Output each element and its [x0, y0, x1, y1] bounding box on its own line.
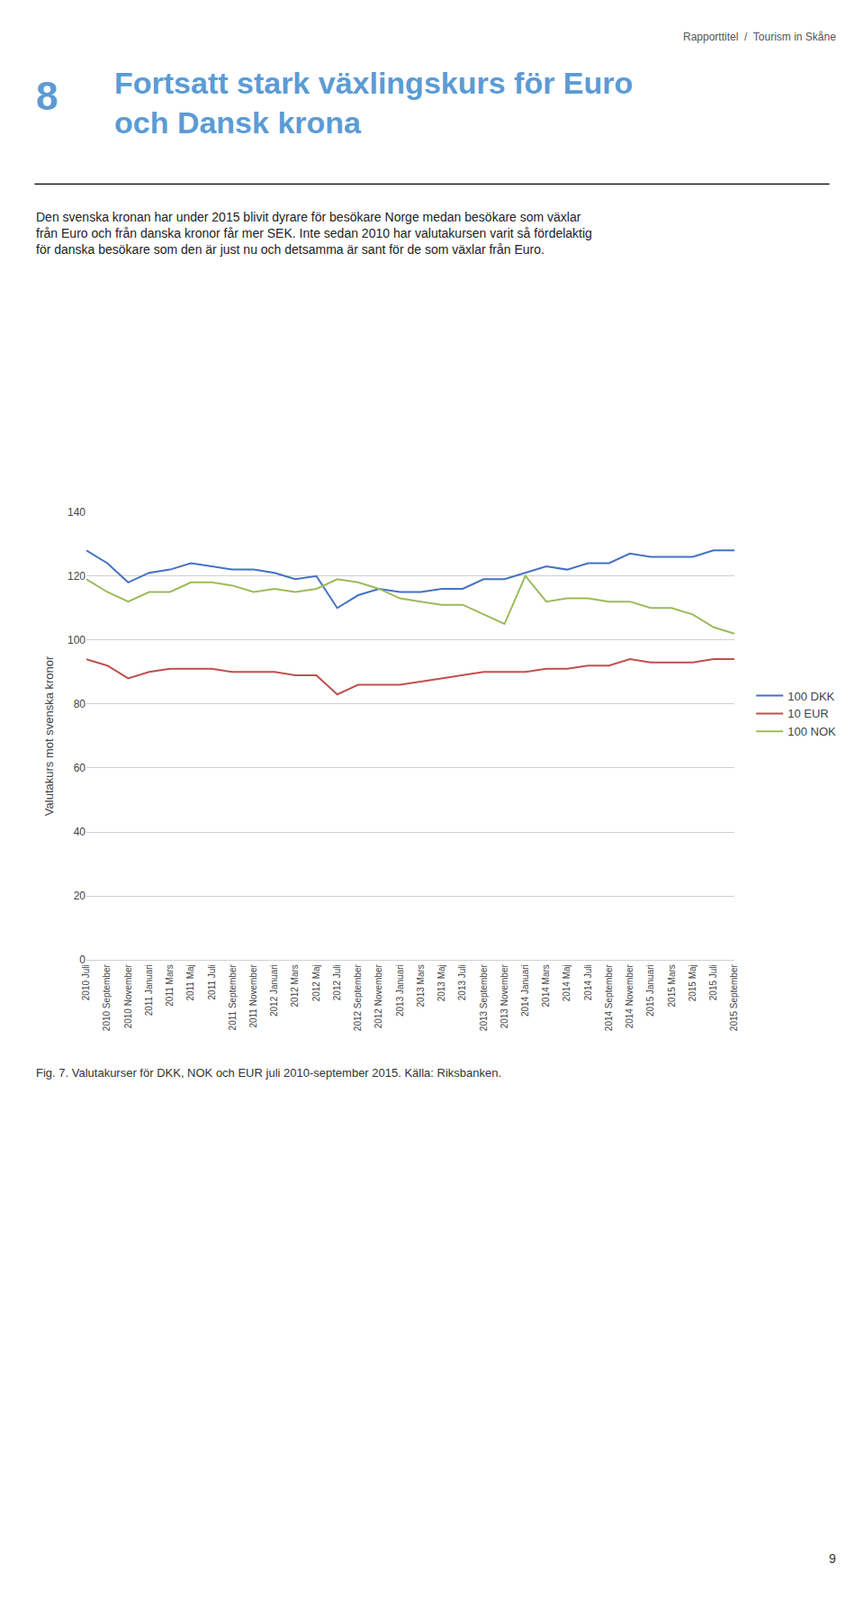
- svg-text:40: 40: [73, 825, 87, 838]
- svg-text:100 DKK: 100 DKK: [787, 689, 835, 703]
- svg-text:60: 60: [73, 761, 87, 774]
- svg-text:2012 Maj: 2012 Maj: [311, 963, 322, 1001]
- svg-text:2014 November: 2014 November: [624, 963, 635, 1029]
- svg-text:100 NOK: 100 NOK: [787, 724, 837, 738]
- svg-text:2011 September: 2011 September: [227, 963, 238, 1031]
- svg-text:10 EUR: 10 EUR: [787, 706, 829, 720]
- svg-text:2011 November: 2011 November: [248, 963, 259, 1028]
- svg-text:2015 Maj: 2015 Maj: [687, 963, 698, 1001]
- svg-text:2014 Januari: 2014 Januari: [520, 963, 531, 1017]
- svg-text:140: 140: [67, 505, 86, 519]
- svg-text:Fig. 7. Valutakurser för DKK,: Fig. 7. Valutakurser för DKK, NOK och EU…: [36, 1065, 502, 1080]
- svg-text:2010 September: 2010 September: [101, 963, 112, 1032]
- svg-text:0: 0: [79, 953, 86, 966]
- svg-text:2014 Juli: 2014 Juli: [583, 963, 594, 1000]
- svg-text:2012 Mars: 2012 Mars: [290, 963, 301, 1007]
- svg-text:2015 Januari: 2015 Januari: [645, 963, 656, 1017]
- svg-text:2013 September: 2013 September: [478, 963, 489, 1032]
- svg-text:2013 Juli: 2013 Juli: [457, 963, 468, 1000]
- svg-text:2013 November: 2013 November: [499, 963, 510, 1029]
- svg-text:2014 Mars: 2014 Mars: [540, 963, 551, 1007]
- svg-text:2011 Maj: 2011 Maj: [185, 963, 196, 1000]
- svg-text:Valutakurs mot svenska kronor: Valutakurs mot svenska kronor: [42, 655, 56, 816]
- svg-text:2012 November: 2012 November: [373, 963, 384, 1029]
- svg-text:9: 9: [828, 1550, 837, 1566]
- svg-text:2015 Mars: 2015 Mars: [666, 963, 677, 1007]
- svg-text:Den svenska kronan har under 2: Den svenska kronan har under 2015 blivit…: [36, 209, 593, 257]
- svg-text:Rapporttitel / Tourism in Sk: Rapporttitel / Tourism in Skåne: [683, 30, 837, 44]
- svg-text:2012 September: 2012 September: [352, 963, 363, 1032]
- svg-text:2013 Maj: 2013 Maj: [436, 963, 447, 1001]
- svg-text:Fortsatt stark växlingskurs fö: Fortsatt stark växlingskurs för Eurooch …: [114, 65, 633, 140]
- svg-text:2013 Januari: 2013 Januari: [395, 963, 405, 1017]
- svg-text:2014 September: 2014 September: [603, 963, 614, 1032]
- svg-text:2011 Juli: 2011 Juli: [207, 963, 217, 999]
- svg-text:100: 100: [67, 633, 86, 647]
- svg-text:2010 Juli: 2010 Juli: [81, 963, 91, 1000]
- svg-text:80: 80: [73, 697, 87, 711]
- svg-text:2012 Juli: 2012 Juli: [332, 963, 342, 1000]
- svg-text:2010 November: 2010 November: [123, 963, 134, 1029]
- svg-text:120: 120: [67, 569, 86, 583]
- svg-text:2015 Juli: 2015 Juli: [708, 963, 719, 1000]
- svg-text:2011 Januari: 2011 Januari: [144, 963, 154, 1016]
- svg-text:2012 Januari: 2012 Januari: [269, 963, 279, 1017]
- svg-text:2013 Mars: 2013 Mars: [415, 963, 426, 1007]
- svg-text:20: 20: [73, 889, 87, 902]
- svg-text:2015 September: 2015 September: [729, 963, 739, 1032]
- svg-text:2014 Maj: 2014 Maj: [561, 963, 572, 1001]
- svg-text:2011 Mars: 2011 Mars: [164, 963, 175, 1007]
- svg-text:8: 8: [36, 73, 58, 118]
